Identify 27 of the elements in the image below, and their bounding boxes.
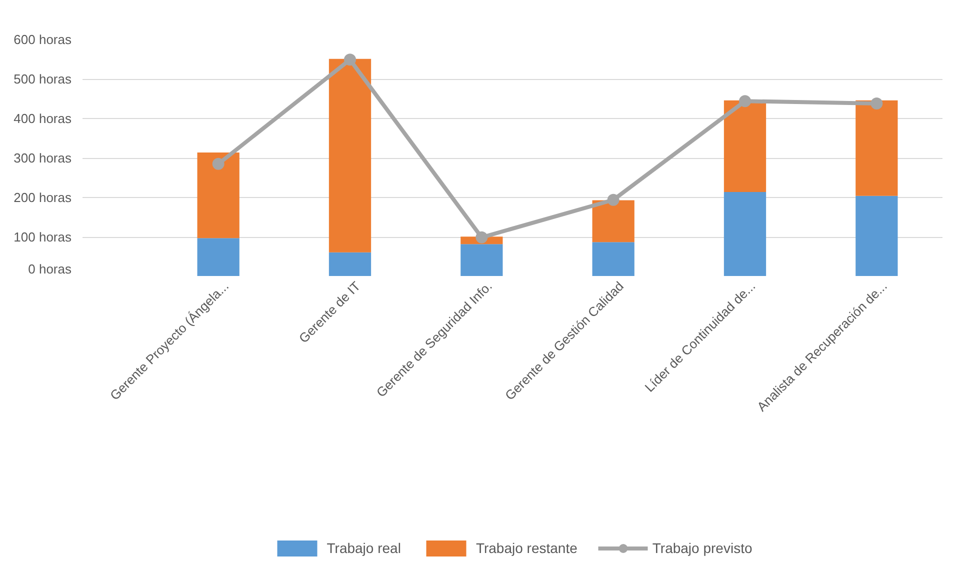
point	[870, 98, 883, 110]
bar	[328, 58, 372, 252]
y-tick-label: 200 horas	[14, 190, 72, 205]
y-tick-label: 0 horas	[28, 262, 72, 276]
bar	[460, 244, 503, 276]
y-tick-label: 100 horas	[14, 230, 72, 244]
point	[739, 95, 751, 108]
bar	[856, 196, 898, 276]
y-tick-label: 500 horas	[14, 72, 72, 86]
bar	[197, 152, 240, 238]
point	[607, 194, 620, 206]
bar	[328, 252, 372, 276]
bar	[197, 238, 240, 276]
bar	[592, 200, 634, 242]
y-tick-label: 600 horas	[14, 32, 72, 47]
bar	[592, 242, 634, 276]
point	[344, 54, 356, 66]
legend-label: Trabajo previsto	[652, 540, 752, 556]
legend-label: Trabajo real	[326, 540, 401, 556]
point	[476, 231, 488, 244]
y-tick-label: 400 horas	[14, 111, 72, 126]
legend-label: Trabajo restante	[476, 540, 578, 556]
y-tick-label: 300 horas	[14, 150, 72, 166]
bar	[856, 100, 898, 196]
point	[212, 158, 224, 170]
bar	[724, 100, 766, 192]
bar	[724, 192, 766, 276]
